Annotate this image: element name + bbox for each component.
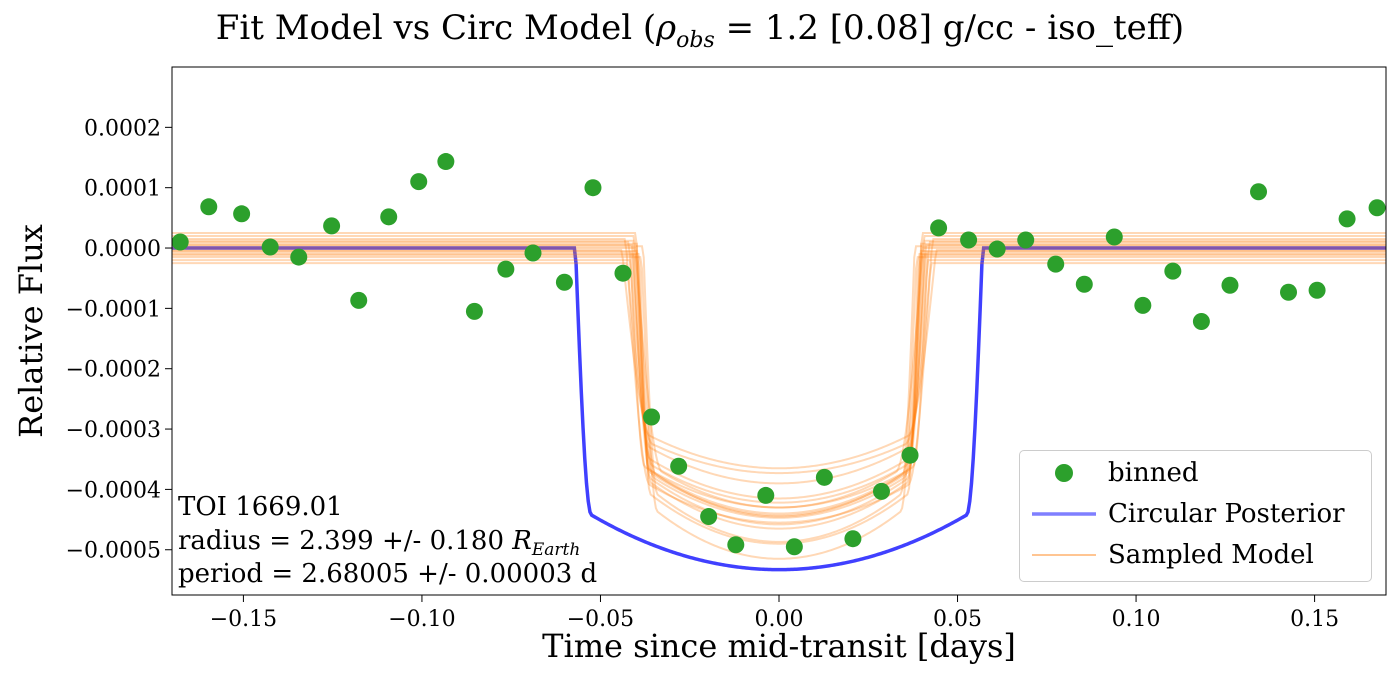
binned-point-37 [1250,183,1268,201]
binned-point-30 [1047,255,1065,273]
binned-point-33 [1134,296,1152,314]
plot-content [172,153,1386,572]
legend-line-circular [1032,512,1096,516]
sampled-model-line-11 [172,245,1386,543]
binned-point-24 [872,482,890,500]
legend-line-sampled [1032,554,1096,556]
sampled-model-line-6 [172,256,1386,560]
binned-point-1 [200,198,218,216]
binned-point-17 [670,457,688,475]
binned-point-2 [233,205,251,223]
sampled-model-line-9 [172,231,1386,518]
legend-label-binned: binned [1108,458,1199,488]
binned-point-15 [614,264,632,282]
binned-point-40 [1338,210,1356,228]
plot-area [172,153,1386,572]
sampled-model-line-15 [172,242,1386,526]
binned-point-7 [380,208,398,226]
sampled-model-line-5 [172,237,1386,470]
binned-point-38 [1280,283,1298,301]
binned-point-26 [930,219,948,237]
rho-subscript: obs [676,27,715,53]
binned-point-22 [815,468,833,486]
sampled-model-line-7 [172,234,1386,509]
sampled-model-line-16 [172,251,1386,504]
legend-label-circular: Circular Posterior [1108,499,1345,529]
x-tick-label-0: −0.15 [210,607,277,632]
y-tick-label-4: −0.0002 [66,358,161,383]
annotation-radius: radius = 2.399 +/- 0.180 REarth [178,526,581,561]
binned-point-27 [960,231,978,249]
binned-point-41 [1368,199,1386,217]
sampled-model-line-1 [172,244,1386,500]
binned-point-13 [555,273,573,291]
x-tick-label-6: 0.15 [1290,607,1339,632]
binned-point-0 [172,233,189,251]
annotation-period: period = 2.68005 +/- 0.00003 d [178,559,598,589]
binned-point-32 [1105,228,1123,246]
y-tick-label-6: −0.0004 [66,478,161,503]
binned-point-34 [1164,262,1182,280]
binned-point-3 [261,238,279,256]
chart-title: Fit Model vs Circ Model (ρobs = 1.2 [0.0… [215,8,1185,53]
legend-item-binned: binned [1020,455,1371,491]
sampled-model-line-2 [172,250,1386,530]
annotation-toi: TOI 1669.01 [178,492,343,522]
legend-label-sampled: Sampled Model [1108,540,1314,570]
x-tick-label-4: 0.05 [933,607,982,632]
binned-point-25 [901,446,919,464]
axes: −0.15 −0.10 −0.05 0.00 0.05 0.10 0.15 0.0002 0.0… [12,66,1387,665]
binned-point-14 [584,179,602,197]
y-tick-label-1: 0.0001 [84,177,161,202]
x-tick-label-5: 0.10 [1112,607,1161,632]
sampled-model-line-0 [172,247,1386,515]
binned-point-21 [785,538,803,556]
binned-point-11 [497,260,515,278]
binned-point-16 [643,408,661,426]
binned-point-35 [1192,312,1210,330]
x-axis-label: Time since mid-transit [days] [542,627,1016,665]
y-axis-label: Relative Flux [12,224,50,438]
binned-point-6 [350,291,368,309]
binned-point-18 [700,508,718,526]
binned-point-12 [524,244,542,262]
y-tick-label-7: −0.0005 [66,539,161,564]
sampled-model-line-14 [172,254,1386,519]
sampled-model-line-4 [172,253,1386,545]
y-tick-label-2: 0.0000 [84,237,161,262]
binned-point-8 [410,173,428,191]
binned-point-5 [323,217,341,235]
binned-point-36 [1221,276,1239,294]
x-tick-label-1: −0.10 [388,607,455,632]
binned-point-29 [1017,231,1035,249]
binned-point-28 [988,240,1006,258]
legend: binned Circular Posterior Sampled Model [1019,450,1372,582]
circular-posterior-line [172,246,1386,572]
binned-point-19 [727,536,745,554]
binned-point-23 [844,530,862,548]
rho-symbol: ρ [656,8,677,48]
x-tick-label-3: 0.00 [755,607,804,632]
binned-point-20 [757,486,775,504]
binned-point-9 [437,153,455,171]
sampled-model-line-12 [172,248,1386,475]
y-tick-label-3: −0.0001 [66,297,161,322]
binned-point-31 [1075,275,1093,293]
sampled-model-line-10 [172,262,1386,524]
binned-point-39 [1308,281,1326,299]
x-tick-label-2: −0.05 [567,607,634,632]
y-tick-label-0: 0.0002 [84,116,161,141]
sampled-model-line-13 [172,239,1386,517]
y-tick-label-5: −0.0003 [66,418,161,443]
sampled-model-line-8 [172,259,1386,509]
legend-item-sampled: Sampled Model [1020,537,1371,573]
legend-item-circular: Circular Posterior [1020,496,1371,532]
binned-point-10 [465,302,483,320]
binned-point-4 [290,248,308,266]
legend-marker-binned [1055,464,1073,482]
sampled-model-line-3 [172,240,1386,485]
